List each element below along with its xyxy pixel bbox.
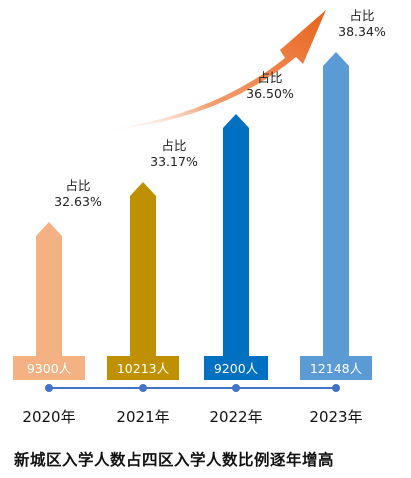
year-label: 2021年: [116, 408, 169, 426]
count-badge: [13, 356, 85, 380]
bars-group: 占比32.63%9300人占比33.17%10213人占比36.50%9200人…: [13, 8, 386, 380]
count-badge: [107, 356, 179, 380]
count-badge: [300, 356, 372, 380]
count-label: 10213人: [117, 361, 170, 376]
ratio-prefix-label: 占比: [65, 178, 90, 193]
ratio-value-label: 33.17%: [150, 154, 198, 169]
ratio-prefix-label: 占比: [161, 138, 186, 153]
ratio-value-label: 38.34%: [338, 24, 386, 39]
year-label: 2020年: [22, 408, 75, 426]
count-label: 9300人: [27, 361, 72, 376]
year-label: 2023年: [309, 408, 362, 426]
bar: [223, 114, 249, 370]
bar: [36, 222, 62, 370]
bar: [323, 52, 349, 370]
ratio-value-label: 36.50%: [246, 86, 294, 101]
timeline-dot: [139, 384, 147, 392]
count-badge: [204, 356, 268, 380]
timeline-axis: 2020年 2021年 2022年 2023年: [22, 384, 363, 426]
ratio-prefix-label: 占比: [349, 8, 374, 23]
ratio-prefix-label: 占比: [257, 70, 282, 85]
timeline-dot: [332, 384, 340, 392]
count-label: 9200人: [214, 361, 259, 376]
bar: [130, 182, 156, 370]
trend-arrow-shape: [96, 10, 326, 131]
count-label: 12148人: [310, 361, 363, 376]
trend-arrow-icon: [96, 10, 326, 131]
year-label: 2022年: [209, 408, 262, 426]
ratio-value-label: 32.63%: [54, 194, 102, 209]
chart-title: 新城区入学人数占四区入学人数比例逐年增高: [14, 450, 334, 469]
timeline-dot: [232, 384, 240, 392]
timeline-dot: [45, 384, 53, 392]
